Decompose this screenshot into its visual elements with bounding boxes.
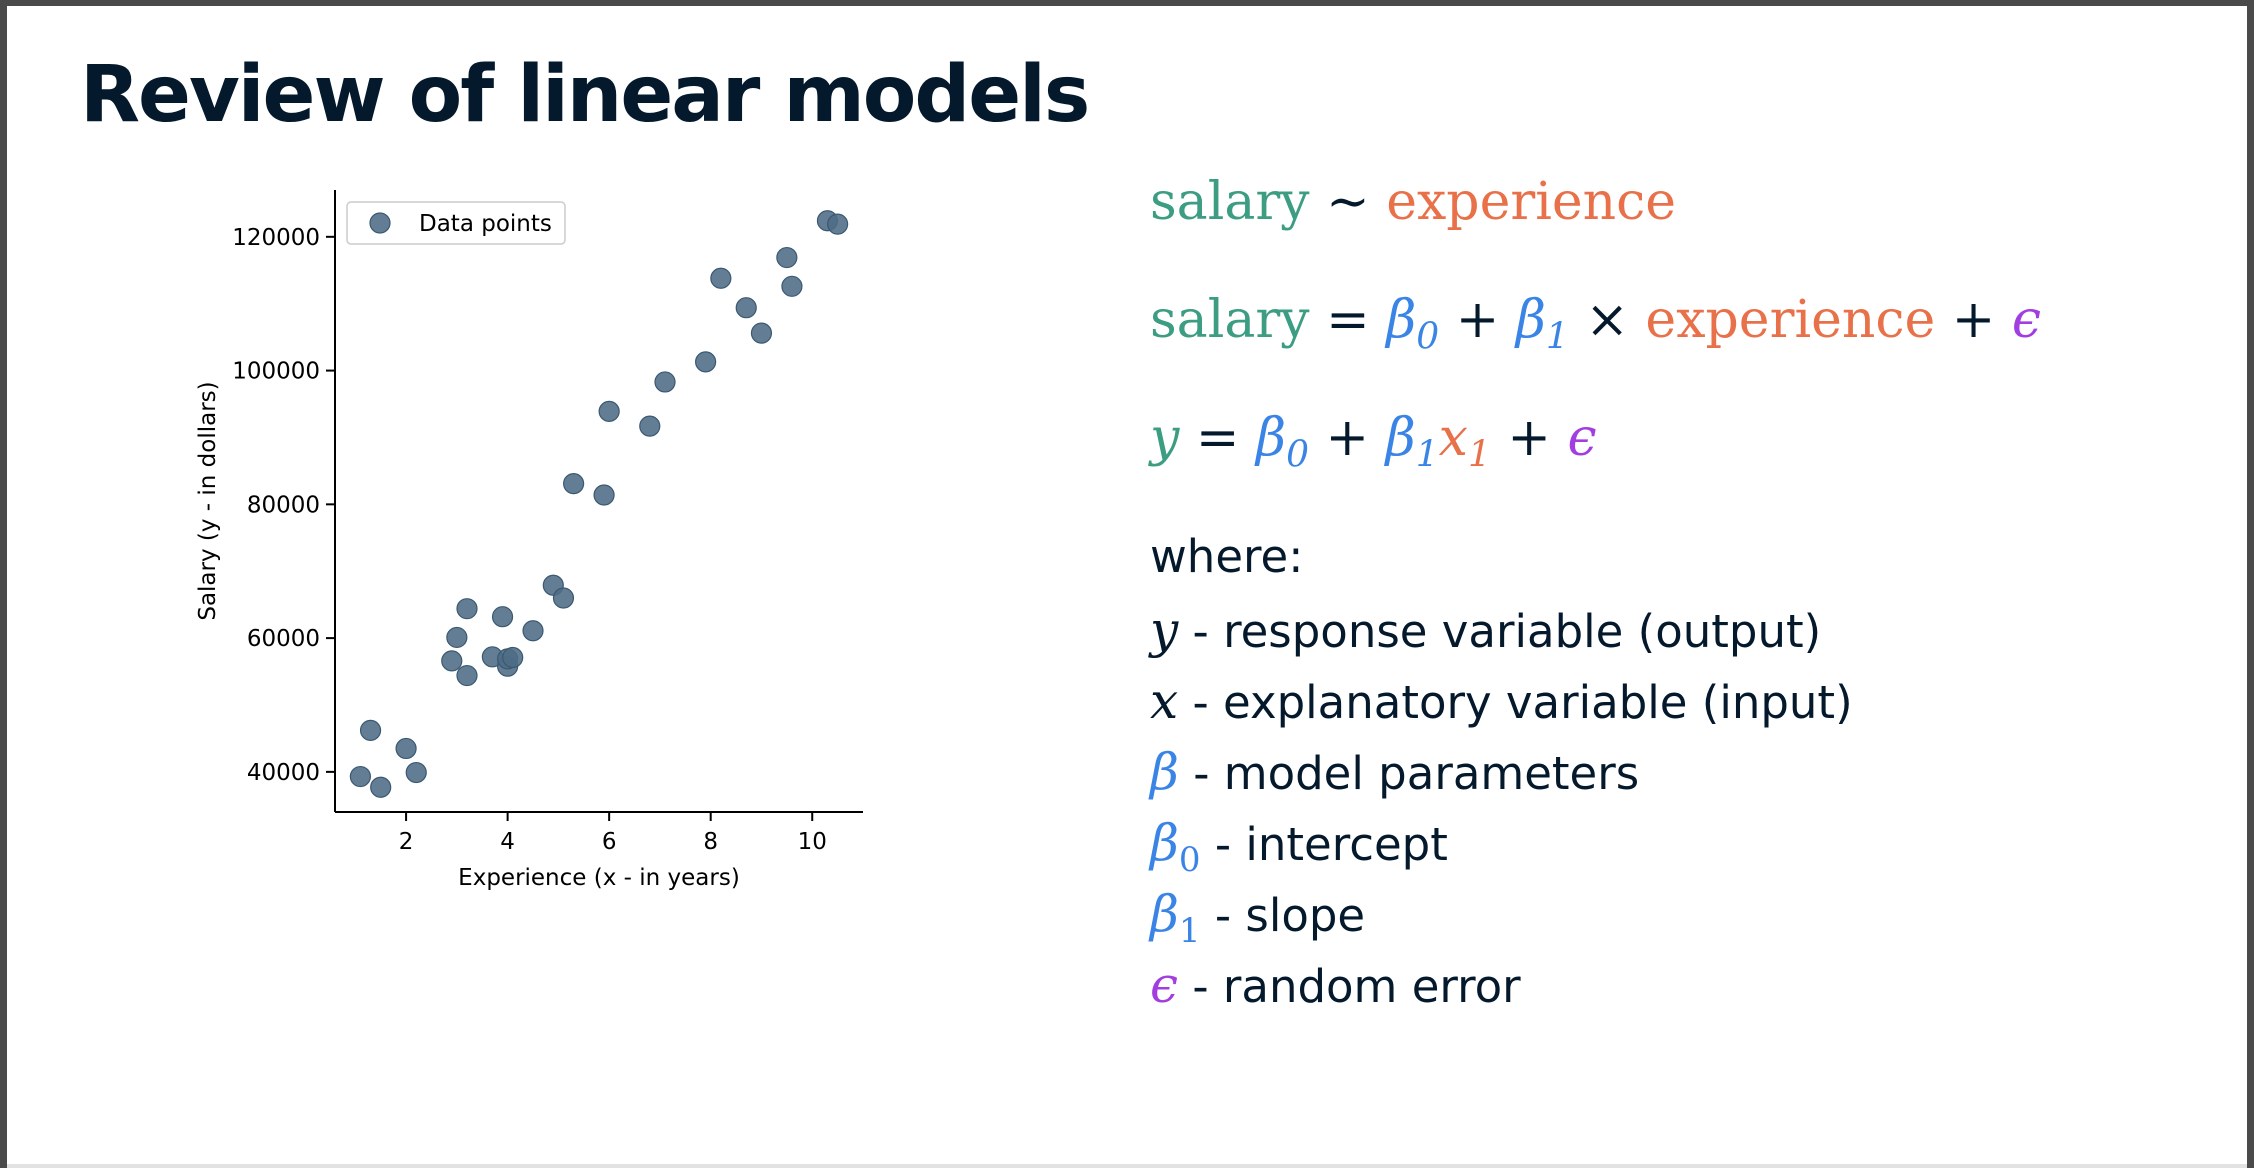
eq1-rhs: experience	[1386, 172, 1677, 232]
data-point	[781, 275, 803, 297]
data-point	[776, 246, 798, 269]
y-tick-label: 60000	[247, 626, 320, 652]
def-beta1-symbol: β1	[1150, 885, 1201, 951]
def-epsilon: ϵ - random error	[1150, 956, 1853, 1027]
y-tick-label: 100000	[232, 359, 320, 385]
bottom-divider	[7, 1164, 2247, 1168]
eq2-lhs: salary	[1150, 290, 1310, 350]
def-beta0-symbol: β0	[1150, 814, 1201, 880]
eq3-plus-2: +	[1507, 408, 1551, 468]
eq3-x1: x1	[1438, 408, 1491, 476]
data-point	[750, 322, 773, 344]
legend-label: Data points	[419, 211, 552, 237]
scatter-chart: 2 4 6 8 10 40000 60000 80000 100000 120000 Experie…	[195, 190, 863, 891]
data-point	[563, 473, 585, 495]
x-tick-label: 10	[798, 829, 827, 855]
def-epsilon-text: - random error	[1178, 960, 1521, 1013]
def-y: y - response variable (output)	[1150, 601, 1853, 672]
legend-marker	[369, 212, 391, 234]
def-beta: β - model parameters	[1150, 743, 1853, 814]
x-tick-label: 2	[399, 829, 414, 855]
def-beta-symbol: β	[1150, 743, 1179, 801]
eq2-times: ×	[1585, 290, 1629, 350]
x-tick-label: 8	[703, 829, 718, 855]
data-point	[395, 737, 417, 760]
eq1-tilde: ∼	[1326, 172, 1370, 232]
eq2-beta1: β1	[1515, 290, 1569, 358]
definitions-list: where: y - response variable (output) x …	[1150, 530, 1853, 1027]
data-point	[491, 606, 514, 628]
eq3-beta0: β0	[1256, 408, 1309, 476]
data-point	[598, 400, 620, 422]
eq2-beta0: β0	[1386, 290, 1440, 358]
definitions-heading: where:	[1150, 530, 1304, 583]
y-tick-label: 80000	[247, 492, 320, 518]
eq3-plus-1: +	[1325, 408, 1370, 468]
data-point	[359, 719, 382, 742]
equation-2: salary = β0 + β1 × experience + ϵ	[1150, 290, 2041, 357]
data-point	[456, 598, 478, 620]
def-beta-text: - model parameters	[1178, 747, 1640, 800]
eq2-plus-2: +	[1951, 290, 1996, 350]
eq2-epsilon: ϵ	[2011, 290, 2041, 350]
x-axis-label: Experience (x - in years)	[458, 865, 740, 891]
def-epsilon-symbol: ϵ	[1150, 956, 1179, 1014]
def-y-text: - response variable (output)	[1178, 605, 1822, 658]
data-point	[405, 761, 427, 784]
data-point	[349, 765, 371, 788]
def-x-symbol: x	[1150, 672, 1179, 730]
data-point	[639, 415, 661, 437]
def-beta0: β0 - intercept	[1150, 814, 1853, 885]
data-point	[502, 646, 524, 669]
slide-title: Review of linear models	[80, 50, 1090, 140]
eq2-equals: =	[1326, 290, 1370, 350]
data-point	[370, 776, 392, 798]
def-y-symbol: y	[1150, 601, 1179, 659]
data-point	[446, 626, 468, 649]
eq1-lhs: salary	[1150, 172, 1310, 232]
eq2-plus-1: +	[1455, 290, 1500, 350]
y-tick-label: 120000	[232, 225, 320, 251]
y-axis-label: Salary (y - in dollars)	[195, 381, 221, 620]
y-tick-label: 40000	[247, 760, 320, 786]
data-point	[695, 351, 717, 373]
data-point	[593, 484, 615, 506]
equation-1: salary ∼ experience	[1150, 172, 1676, 232]
data-point	[654, 371, 676, 393]
def-beta0-text: - intercept	[1200, 818, 1448, 871]
def-x: x - explanatory variable (input)	[1150, 672, 1853, 743]
data-point	[552, 587, 575, 609]
data-point	[710, 267, 732, 289]
def-x-text: - explanatory variable (input)	[1178, 676, 1853, 729]
data-point	[456, 664, 478, 687]
x-tick-label: 6	[602, 829, 617, 855]
eq3-epsilon: ϵ	[1567, 408, 1597, 468]
eq3-equals: =	[1195, 408, 1240, 468]
eq3-y: y	[1150, 408, 1180, 468]
data-point	[441, 650, 463, 672]
def-beta1: β1 - slope	[1150, 885, 1853, 956]
data-point	[522, 620, 544, 642]
def-beta1-text: - slope	[1200, 889, 1366, 942]
equation-3: y = β0 + β1x1 + ϵ	[1150, 408, 1597, 475]
legend-box	[346, 201, 566, 245]
data-point	[827, 213, 849, 235]
data-point	[735, 297, 757, 319]
eq3-beta1: β1	[1385, 408, 1439, 476]
x-tick-label: 4	[500, 829, 515, 855]
eq2-experience: experience	[1645, 290, 1936, 350]
